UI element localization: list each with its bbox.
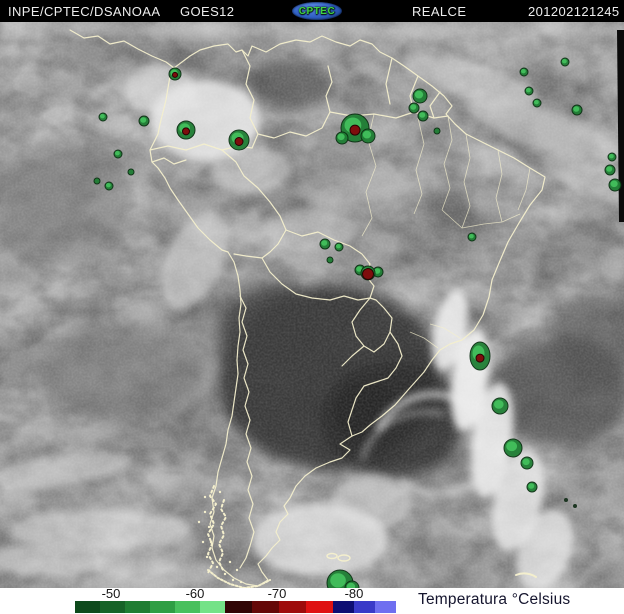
legend-colorbar <box>0 601 624 613</box>
storm-cell <box>519 67 529 77</box>
colorbar-segment <box>354 601 375 613</box>
satellite-map-svg <box>0 22 624 588</box>
legend-tick: -80 <box>344 586 364 601</box>
storm-cell <box>228 129 250 151</box>
storm-cell <box>560 57 570 67</box>
colorbar-segment <box>125 601 150 613</box>
storm-cell <box>526 481 538 493</box>
storm-cell <box>520 456 534 470</box>
storm-cell <box>127 168 135 176</box>
border-guiana <box>429 91 441 119</box>
falkland-islands-east <box>337 554 351 562</box>
cold-speck <box>564 498 568 502</box>
storm-cell <box>344 580 360 588</box>
satellite-label: GOES12 <box>180 4 235 19</box>
colorbar-segment <box>100 601 125 613</box>
border-peru-brazil <box>221 149 287 231</box>
border-bolivia-brazil <box>285 229 375 299</box>
border-brazil-argentina-uruguay <box>347 331 403 437</box>
storm-cell <box>360 128 376 144</box>
storm-cell <box>417 110 429 122</box>
temperature-legend: -50 -60 -70 -80 Temperatura °Celsius <box>0 586 624 614</box>
storm-cell <box>326 256 334 264</box>
storm-cell <box>532 98 542 108</box>
colorbar-segment <box>279 601 306 613</box>
storm-cell <box>408 102 420 114</box>
scan-edge <box>617 30 624 222</box>
legend-tick: -70 <box>267 586 287 601</box>
colorbar-segment <box>333 601 354 613</box>
border-chile-argentina <box>239 295 255 569</box>
storm-cell <box>319 238 331 250</box>
south-america-coastline <box>149 35 546 587</box>
storm-cell <box>469 341 491 371</box>
header-bar: INPE/CPTEC/DSA NOAA GOES12 CPTEC REALCE … <box>0 0 624 22</box>
storm-cell <box>98 112 108 122</box>
legend-title: Temperatura °Celsius <box>418 591 571 608</box>
grain-layer <box>0 22 624 588</box>
storm-cell <box>176 120 196 140</box>
falkland-islands-west <box>326 552 338 560</box>
satellite-map <box>0 22 624 588</box>
storm-cell <box>138 115 150 127</box>
colorbar-segment <box>375 601 396 613</box>
storm-cell <box>93 177 101 185</box>
fjords-islands <box>197 485 537 588</box>
storm-cell <box>412 88 428 104</box>
border-paraguay-argentina <box>341 345 365 367</box>
storm-cell <box>524 86 534 96</box>
colorbar-segment <box>252 601 279 613</box>
cptec-logo-text: CPTEC <box>298 5 336 17</box>
storm-cell <box>104 181 114 191</box>
border-bolivia-south <box>261 257 371 301</box>
storm-cell <box>604 164 616 176</box>
agency-label: NOAA <box>122 4 161 19</box>
storm-cell <box>334 242 344 252</box>
colorbar-segment <box>225 601 252 613</box>
storm-cell <box>335 131 349 145</box>
storm-cell <box>360 265 376 281</box>
storm-cell <box>503 438 523 458</box>
storm-cell <box>491 397 509 415</box>
storm-cell <box>467 232 477 242</box>
cptec-logo: CPTEC <box>292 2 342 20</box>
product-label: REALCE <box>412 4 467 19</box>
storm-cells-layer <box>93 57 622 588</box>
storm-cell <box>113 149 123 159</box>
colorbar-segment <box>75 601 100 613</box>
storm-cell <box>168 67 182 81</box>
colorbar-segment <box>150 601 175 613</box>
storm-cell <box>607 152 617 162</box>
panama-coastline <box>69 29 175 69</box>
storm-cell <box>571 104 583 116</box>
colorbar-segment <box>200 601 225 613</box>
border-venezuela-brazil <box>257 65 333 139</box>
colorbar-segment <box>175 601 200 613</box>
border-ecuador-peru <box>151 157 187 165</box>
south-island-outline <box>515 572 537 578</box>
cold-speck <box>573 504 577 508</box>
border-peru-bolivia <box>233 229 287 259</box>
timestamp-label: 201202121245 <box>528 4 620 19</box>
storm-cell <box>608 178 622 192</box>
colorbar-segment <box>306 601 333 613</box>
source-label: INPE/CPTEC/DSA <box>8 4 122 19</box>
border-paraguay <box>351 297 393 353</box>
legend-tick: -60 <box>185 586 205 601</box>
legend-tick: -50 <box>101 586 121 601</box>
storm-cell <box>433 127 441 135</box>
border-guyana <box>385 57 393 105</box>
